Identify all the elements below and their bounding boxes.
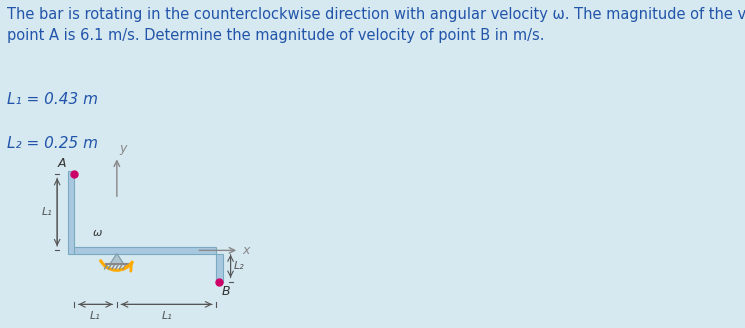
Text: A: A — [58, 157, 66, 171]
Text: The bar is rotating in the counterclockwise direction with angular velocity ω. T: The bar is rotating in the counterclockw… — [7, 7, 745, 43]
Bar — [74, 247, 216, 254]
Polygon shape — [110, 254, 124, 264]
Text: L₂ = 0.25 m: L₂ = 0.25 m — [7, 136, 98, 151]
Text: B: B — [222, 285, 230, 298]
Text: x: x — [242, 244, 250, 257]
Text: ω: ω — [93, 228, 102, 237]
Text: y: y — [119, 142, 126, 155]
Text: L₁: L₁ — [41, 207, 52, 217]
Text: L₂: L₂ — [234, 261, 244, 271]
Text: L₁: L₁ — [161, 311, 172, 321]
Bar — [68, 171, 75, 254]
Text: L₁ = 0.43 m: L₁ = 0.43 m — [7, 92, 98, 107]
Text: L₁: L₁ — [90, 311, 101, 321]
Bar — [216, 254, 223, 282]
